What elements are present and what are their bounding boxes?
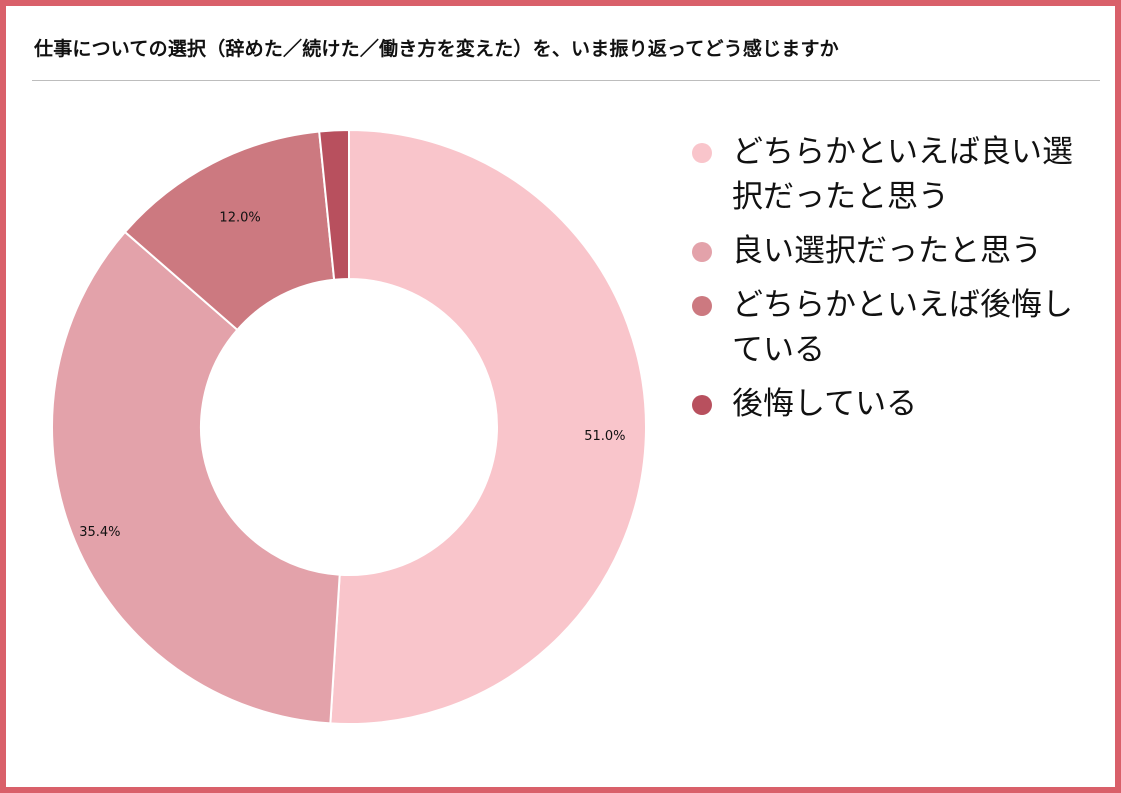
legend-item-2: 良い選択だったと思う	[692, 229, 1092, 274]
slice-4	[318, 128, 350, 281]
slice-labels: 51.0% 35.4% 12.0%	[79, 211, 625, 541]
legend-marker-icon	[692, 296, 712, 316]
title-divider	[32, 80, 1100, 81]
legend-item-4: 後悔している	[692, 382, 1092, 427]
legend-item-1: どちらかといえば良い選択だったと思う	[692, 130, 1092, 220]
legend-label: 良い選択だったと思う	[732, 233, 1042, 269]
donut-slices	[51, 128, 647, 725]
chart-title: 仕事についての選択（辞めた／続けた／働き方を変えた）を、いま振り返ってどう感じま…	[34, 38, 839, 60]
legend-item-3: どちらかといえば後悔している	[692, 283, 1092, 373]
data-label-2: 35.4%	[79, 525, 120, 540]
legend-label: どちらかといえば後悔している	[732, 287, 1073, 368]
legend-marker-icon	[692, 395, 712, 415]
data-label-3: 12.0%	[219, 211, 260, 226]
legend-label: どちらかといえば良い選択だったと思う	[732, 134, 1073, 215]
slice-2	[51, 230, 341, 725]
data-label-1: 51.0%	[584, 429, 625, 444]
legend-marker-icon	[692, 242, 712, 262]
legend-label: 後悔している	[732, 386, 918, 422]
slice-1	[329, 128, 647, 725]
donut-chart: 51.0% 35.4% 12.0%	[51, 128, 647, 725]
legend: どちらかといえば良い選択だったと思う良い選択だったと思うどちらかといえば後悔して…	[692, 130, 1092, 436]
legend-marker-icon	[692, 143, 712, 163]
